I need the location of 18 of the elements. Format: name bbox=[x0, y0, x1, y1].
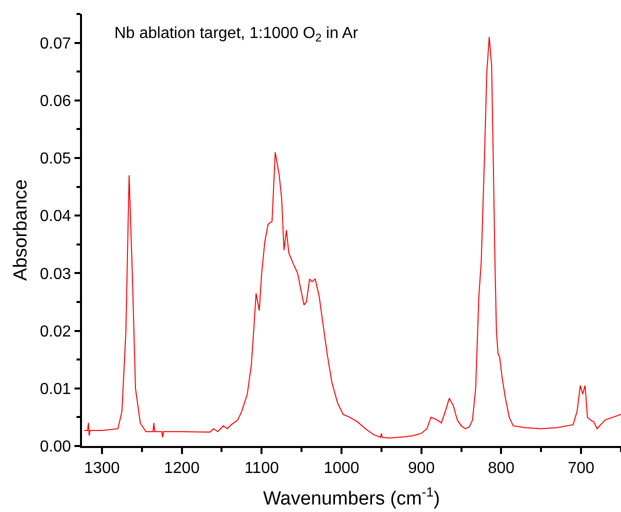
y-tick-label: 0.01 bbox=[40, 381, 72, 398]
y-tick-label: 0.05 bbox=[40, 150, 72, 168]
x-axis-title: Wavenumbers (cm$^{-1}$) bbox=[263, 484, 440, 510]
x-tick-label: 1100 bbox=[244, 460, 279, 477]
y-tick-label: 0.07 bbox=[40, 35, 72, 52]
y-tick-label: 0.04 bbox=[40, 208, 72, 226]
x-tick-label: 900 bbox=[408, 460, 435, 477]
x-tick-label: 1300 bbox=[84, 460, 120, 477]
y-tick-label: 0.00 bbox=[40, 438, 72, 456]
text: Nb ablation target, 1:1000 O$_{2}$ in Ar bbox=[114, 25, 359, 45]
x-tick-label: 1200 bbox=[164, 460, 200, 477]
y-tick-label: 0.02 bbox=[40, 323, 72, 340]
x-tick-label: 700 bbox=[568, 460, 595, 477]
y-tick-label: 0.03 bbox=[40, 266, 72, 283]
x-tick-label: 800 bbox=[488, 460, 515, 477]
x-tick-label: 1000 bbox=[324, 460, 360, 477]
y-axis-title: Absorbance bbox=[10, 179, 32, 281]
y-tick-label: 0.06 bbox=[40, 93, 72, 110]
